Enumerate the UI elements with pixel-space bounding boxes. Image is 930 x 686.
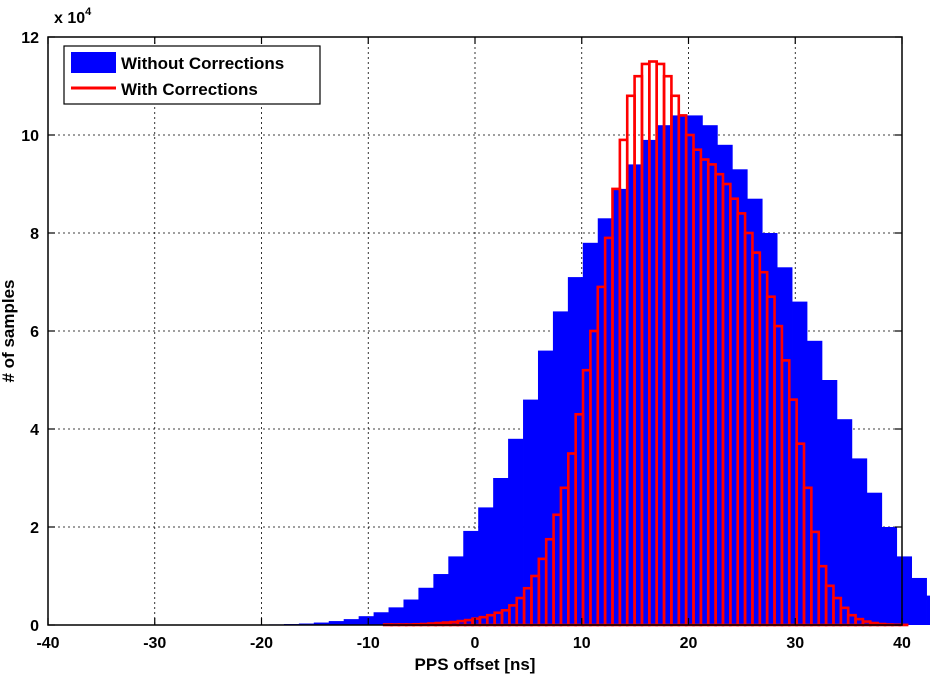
bar-without-corrections [508,438,524,625]
y-tick-label: 0 [30,618,39,635]
bar-without-corrections [537,350,554,625]
legend: Without Corrections With Corrections [63,45,321,105]
legend-label-without-corrections: Without Corrections [121,54,284,73]
bar-without-corrections [672,115,688,626]
x-tick-label: 0 [471,635,480,652]
bar-without-corrections [926,595,930,625]
bar-without-corrections [403,599,419,625]
y-tick-label: 12 [21,30,39,47]
bar-without-corrections [702,125,718,625]
x-tick-label: -30 [143,635,166,652]
x-tick-label: -40 [36,635,59,652]
bar-without-corrections [911,577,927,625]
bar-without-corrections [866,492,883,625]
bar-without-corrections [821,380,838,625]
bar-without-corrections [433,574,449,625]
bar-without-corrections [806,340,823,625]
bar-without-corrections [881,527,898,625]
bar-without-corrections [388,607,404,625]
bar-without-corrections [418,587,434,625]
legend-swatch-without-corrections [71,52,116,73]
bar-without-corrections [687,115,703,626]
bar-without-corrections [851,458,868,625]
bar-without-corrections [717,144,733,626]
series-without-corrections [224,115,930,626]
bar-without-corrections [373,612,389,625]
y-axis-label: # of samples [0,280,18,383]
y-tick-labels: 0 2 4 6 8 10 12 [21,30,39,635]
axis-ticks [47,36,903,626]
bar-without-corrections [343,619,360,625]
legend-label-with-corrections: With Corrections [121,80,258,99]
y-tick-label: 10 [21,128,39,145]
x-tick-label: -20 [250,635,273,652]
bar-without-corrections [523,399,539,625]
y-tick-label: 8 [30,226,39,243]
bar-without-corrections [836,419,853,625]
bar-without-corrections [448,556,464,625]
x-tick-label: 20 [680,635,698,652]
bar-without-corrections [493,478,509,625]
x-tick-label: -10 [357,635,380,652]
y-tick-label: 2 [30,520,39,537]
x-tick-label: 10 [573,635,591,652]
x-tick-labels: -40 -30 -20 -10 0 10 20 30 40 [36,635,911,652]
bar-without-corrections [732,169,748,626]
bar-without-corrections [478,507,494,625]
x-tick-label: 30 [786,635,804,652]
bar-without-corrections [552,311,569,625]
bar-without-corrections [328,621,345,625]
y-exponent-label: x 104 [54,6,92,27]
bar-without-corrections [313,622,330,625]
bar-without-corrections [463,530,479,625]
bar-without-corrections [358,616,374,625]
x-axis-label: PPS offset [ns] [415,655,536,674]
bar-without-corrections [896,556,913,625]
y-tick-label: 4 [30,422,39,439]
y-tick-label: 6 [30,324,39,341]
x-tick-label: 40 [893,635,911,652]
